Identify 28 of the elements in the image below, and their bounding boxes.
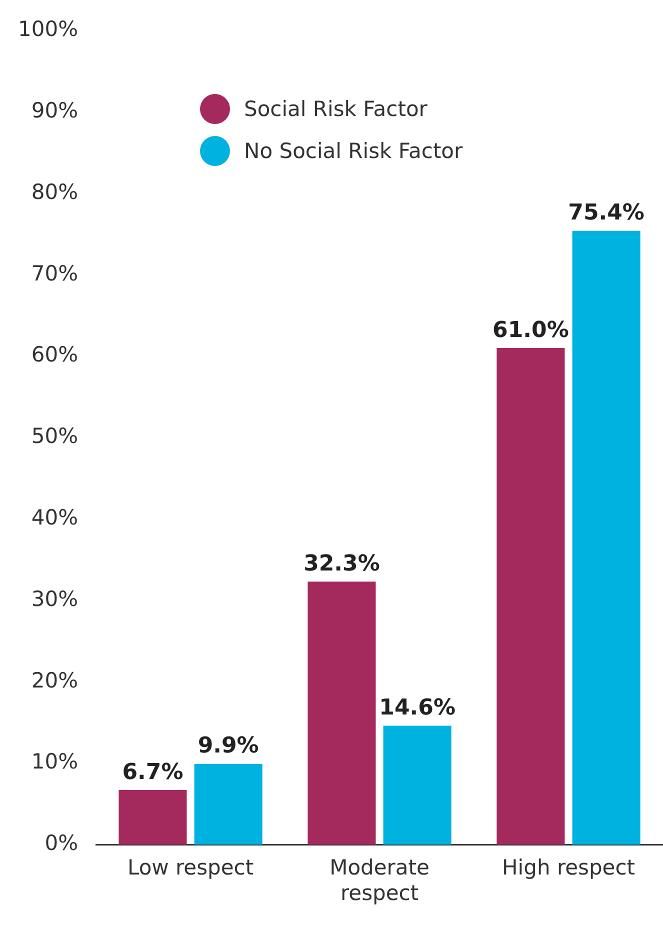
bar <box>496 348 565 845</box>
bar <box>572 230 640 845</box>
y-tick-label: 10% <box>31 750 78 774</box>
x-tick-label: High respect <box>502 856 636 880</box>
y-tick-label: 30% <box>31 586 78 611</box>
y-tick-label: 90% <box>31 98 78 122</box>
bar <box>118 790 187 845</box>
bar <box>308 582 376 845</box>
y-tick-label: 100% <box>18 17 78 42</box>
y-tick-label: 20% <box>31 668 78 692</box>
y-tick-label: 70% <box>31 261 78 286</box>
data-label: 14.6% <box>379 695 456 720</box>
y-tick-label: 50% <box>31 424 78 448</box>
y-tick-label: 40% <box>31 505 78 530</box>
data-label: 75.4% <box>568 200 644 226</box>
x-tick-label: Moderate respect <box>330 856 430 905</box>
data-label: 6.7% <box>122 760 184 785</box>
y-tick-label: 0% <box>44 831 78 856</box>
data-label: 32.3% <box>304 551 380 576</box>
y-tick-label: 80% <box>31 180 78 204</box>
x-tick-label: Low respect <box>127 856 254 880</box>
bar <box>383 726 452 845</box>
legend-label: Social Risk Factor <box>244 97 428 121</box>
data-label: 61.0% <box>492 318 569 343</box>
legend-label: No Social Risk Factor <box>244 139 463 163</box>
bar <box>194 764 262 845</box>
data-label: 9.9% <box>198 734 259 759</box>
y-tick-label: 60% <box>31 342 78 367</box>
